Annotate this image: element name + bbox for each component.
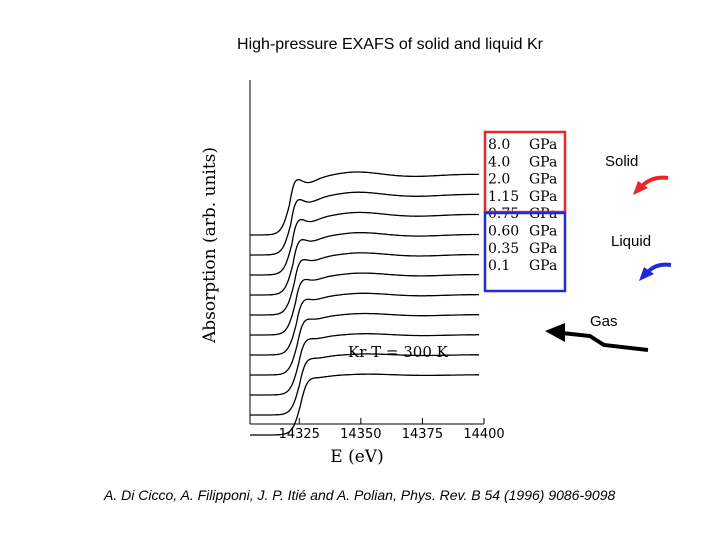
spectrum-line — [250, 232, 480, 296]
x-tick-label: 14350 — [340, 427, 381, 442]
legend-pressure-unit: GPa — [529, 224, 557, 240]
liquid-label: Liquid — [611, 233, 652, 250]
legend-pressure-value: 0.1 — [488, 258, 510, 274]
spectra-curves — [250, 171, 480, 436]
spectrum-line — [250, 353, 480, 416]
spectrum-line — [250, 171, 480, 236]
x-tick-label: 14325 — [279, 427, 320, 442]
gas-arrow — [545, 323, 649, 352]
legend-pressure-value: 0.60 — [488, 224, 519, 240]
legend-pressure-unit: GPa — [529, 137, 557, 153]
legend-pressure-value: 8.0 — [488, 137, 510, 153]
legend-pressure-unit: GPa — [529, 258, 557, 274]
spectrum-line — [250, 373, 480, 436]
x-axis-label: E (eV) — [330, 447, 383, 467]
solid-arrow — [633, 175, 669, 195]
spectrum-line — [250, 333, 480, 396]
legend-pressure-unit: GPa — [529, 172, 557, 188]
legend-pressure-value: 1.15 — [488, 189, 519, 205]
legend-pressure-unit: GPa — [529, 189, 557, 205]
liquid-box — [483, 211, 567, 293]
legend-pressure-value: 0.35 — [488, 241, 519, 257]
liquid-arrow — [639, 262, 672, 281]
spectrum-line — [250, 252, 480, 316]
solid-label: Solid — [605, 153, 639, 170]
spectrum-line — [250, 191, 480, 256]
spectrum-line — [250, 312, 480, 376]
legend-pressure-unit: GPa — [529, 154, 557, 170]
x-tick-label: 14375 — [402, 427, 443, 442]
y-axis-label: Absorption (arb. units) — [200, 147, 220, 344]
legend-pressure-unit: GPa — [529, 241, 557, 257]
gas-label: Gas — [590, 313, 618, 330]
slide-title: High-pressure EXAFS of solid and liquid … — [237, 36, 543, 53]
x-tick-label: 14400 — [463, 427, 504, 442]
spectrum-line — [250, 292, 480, 356]
spectrum-line — [250, 272, 480, 336]
legend-pressure-value: 2.0 — [488, 172, 510, 188]
spectrum-line — [250, 211, 480, 276]
legend-pressure-value: 4.0 — [488, 154, 510, 170]
condition-label: Kr T = 300 K — [348, 343, 449, 361]
x-ticks: 14325 14350 14375 14400 — [279, 418, 505, 442]
citation: A. Di Cicco, A. Filipponi, J. P. Itié an… — [104, 487, 616, 503]
